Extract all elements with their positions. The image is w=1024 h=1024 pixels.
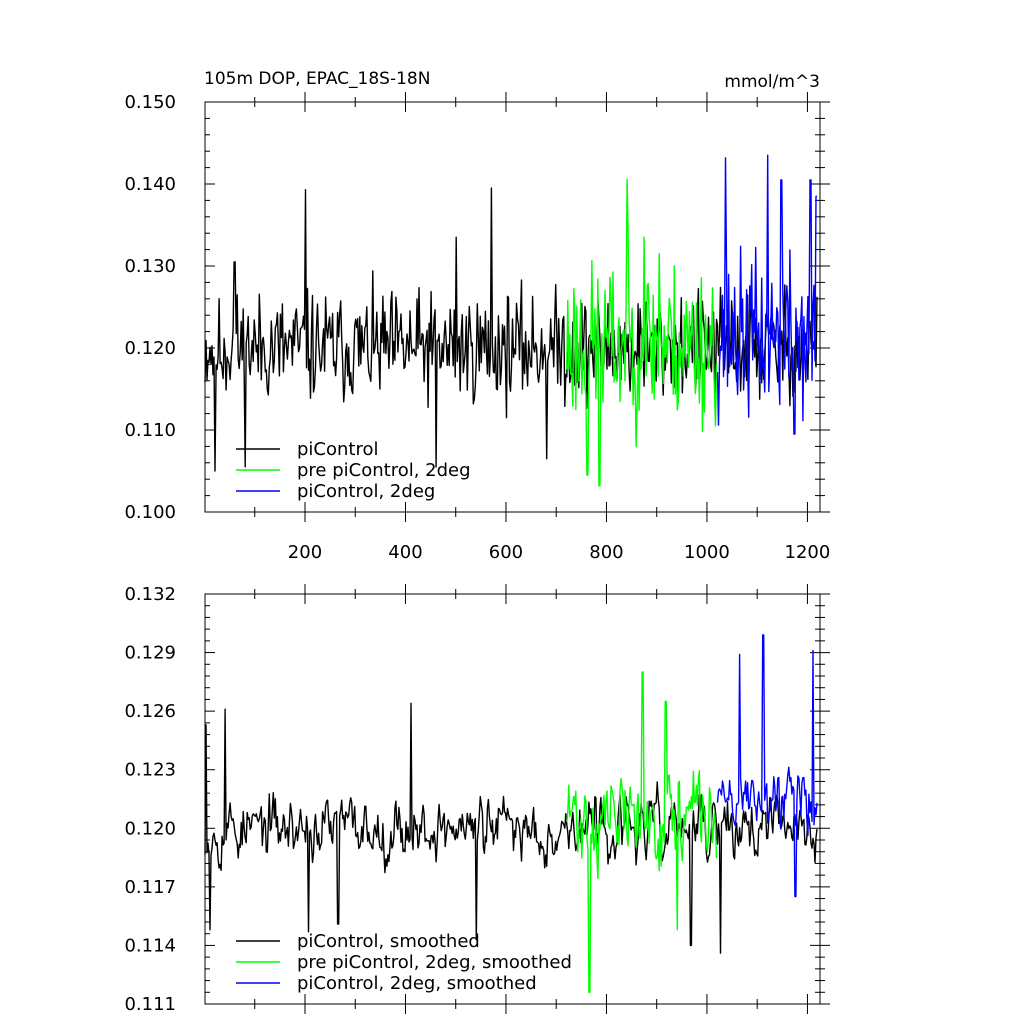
x-tick-label: 200 [288, 542, 322, 563]
top-x-tick-labels: 200 400 600 800 1000 1200 [288, 542, 831, 563]
legend-label: piControl [297, 439, 379, 460]
y-tick-label: 0.100 [124, 502, 176, 523]
bottom-panel: 0.111 0.114 0.117 0.120 0.123 0.126 0.129 0.132… [124, 584, 830, 1015]
y-tick-label: 0.123 [124, 760, 176, 781]
series-line-2 [566, 178, 718, 487]
x-tick-label: 1200 [785, 542, 831, 563]
y-tick-label: 0.114 [124, 935, 176, 956]
y-tick-label: 0.132 [124, 584, 176, 605]
series-line-3 [716, 154, 817, 435]
top-plot-frame [204, 101, 821, 513]
bottom-series [204, 634, 818, 993]
y-tick-label: 0.117 [124, 877, 176, 898]
legend-label: pre piControl, 2deg, smoothed [297, 952, 572, 973]
top-title-left: 105m DOP, EPAC_18S-18N [204, 69, 430, 89]
y-tick-label: 0.140 [124, 174, 176, 195]
series-line-2 [566, 671, 718, 993]
top-series [204, 154, 818, 487]
top-y-tick-labels: 0.100 0.110 0.120 0.130 0.140 0.150 [124, 92, 176, 523]
y-tick-label: 0.110 [124, 420, 176, 441]
y-tick-label: 0.111 [124, 994, 176, 1015]
series-line-3 [716, 634, 818, 898]
legend-label: pre piControl, 2deg [297, 460, 471, 481]
series-line-1 [204, 187, 818, 472]
x-tick-label: 800 [589, 542, 623, 563]
y-tick-label: 0.130 [124, 256, 176, 277]
y-tick-label: 0.129 [124, 643, 176, 664]
legend-label: piControl, 2deg, smoothed [297, 973, 537, 994]
legend-label: piControl, smoothed [297, 931, 480, 952]
bottom-plot-frame [204, 593, 821, 1005]
top-panel: 105m DOP, EPAC_18S-18N mmol/m^3 0.1000.1… [124, 69, 830, 563]
series-line-1 [204, 702, 818, 954]
y-tick-label: 0.126 [124, 701, 176, 722]
bottom-y-tick-labels: 0.111 0.114 0.117 0.120 0.123 0.126 0.129 0.132 [124, 584, 176, 1015]
y-tick-label: 0.150 [124, 92, 176, 113]
x-tick-label: 1000 [684, 542, 730, 563]
top-title-right: mmol/m^3 [724, 72, 820, 92]
x-tick-label: 400 [388, 542, 422, 563]
y-tick-label: 0.120 [124, 338, 176, 359]
x-tick-label: 600 [489, 542, 523, 563]
legend-label: piControl, 2deg [297, 481, 435, 502]
y-tick-label: 0.120 [124, 818, 176, 839]
